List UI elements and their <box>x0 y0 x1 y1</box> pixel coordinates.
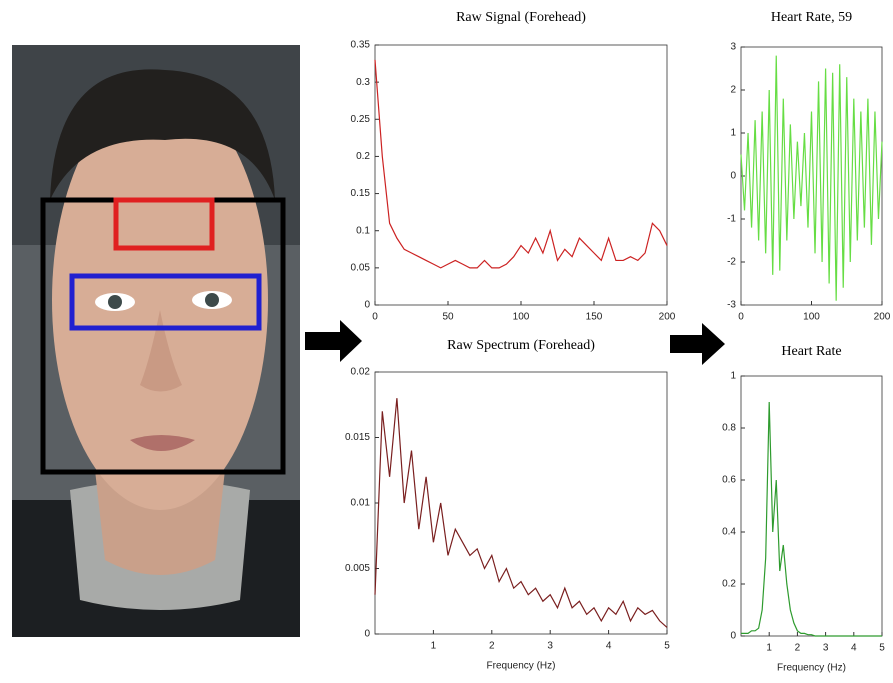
x-tick-label: 150 <box>586 312 603 323</box>
chart-title: Heart Rate, 59 <box>771 10 852 25</box>
x-tick-label: 200 <box>659 312 676 323</box>
y-tick-label: 0.015 <box>345 432 370 443</box>
y-tick-label: 0 <box>730 631 736 642</box>
x-axis-label: Frequency (Hz) <box>777 663 846 674</box>
y-tick-label: 0.1 <box>356 225 370 236</box>
x-tick-label: 5 <box>879 643 885 654</box>
x-tick-label: 1 <box>766 643 772 654</box>
y-tick-label: 0.2 <box>722 579 736 590</box>
x-tick-label: 50 <box>442 312 454 323</box>
plot-area <box>740 375 883 637</box>
x-tick-label: 0 <box>372 312 378 323</box>
y-tick-label: 0 <box>730 171 736 182</box>
y-tick-label: 0.3 <box>356 77 370 88</box>
chart-title: Raw Spectrum (Forehead) <box>447 338 595 353</box>
plot-area <box>374 371 668 635</box>
y-tick-label: 0.35 <box>351 40 371 51</box>
data-line <box>374 59 668 269</box>
chart-title: Raw Signal (Forehead) <box>456 10 586 25</box>
x-tick-label: 4 <box>851 643 857 654</box>
y-tick-label: 1 <box>730 128 736 139</box>
x-tick-label: 4 <box>606 641 612 652</box>
x-axis-label: Frequency (Hz) <box>487 661 556 672</box>
arrow <box>305 320 362 362</box>
x-tick-label: 3 <box>823 643 829 654</box>
y-tick-label: 0.15 <box>351 188 371 199</box>
x-tick-label: 100 <box>803 312 820 323</box>
x-tick-label: 200 <box>874 312 891 323</box>
plot-area <box>740 46 883 306</box>
data-line <box>741 401 882 637</box>
chart-title: Heart Rate <box>781 344 841 359</box>
x-tick-label: 1 <box>431 641 437 652</box>
y-tick-label: 2 <box>730 85 736 96</box>
arrow <box>670 323 725 365</box>
y-tick-label: 0.2 <box>356 151 370 162</box>
x-tick-label: 5 <box>664 641 670 652</box>
y-tick-label: -1 <box>727 214 736 225</box>
y-tick-label: -2 <box>727 257 736 268</box>
y-tick-label: 1 <box>730 371 736 382</box>
y-tick-label: 0.02 <box>351 367 371 378</box>
x-tick-label: 2 <box>795 643 801 654</box>
y-tick-label: 0.01 <box>351 498 371 509</box>
x-tick-label: 0 <box>738 312 744 323</box>
y-tick-label: -3 <box>727 300 736 311</box>
y-tick-label: 3 <box>730 42 736 53</box>
data-line <box>374 398 668 628</box>
y-tick-label: 0.8 <box>722 423 736 434</box>
x-tick-label: 100 <box>513 312 530 323</box>
y-tick-label: 0.005 <box>345 563 370 574</box>
x-tick-label: 2 <box>489 641 495 652</box>
y-tick-label: 0 <box>364 629 370 640</box>
face-photo <box>12 45 300 637</box>
y-tick-label: 0.4 <box>722 527 736 538</box>
x-tick-label: 3 <box>547 641 553 652</box>
y-tick-label: 0.25 <box>351 114 371 125</box>
y-tick-label: 0 <box>364 300 370 311</box>
y-tick-label: 0.05 <box>351 262 371 273</box>
plot-area <box>374 44 668 306</box>
data-line <box>740 55 883 301</box>
y-tick-label: 0.6 <box>722 475 736 486</box>
